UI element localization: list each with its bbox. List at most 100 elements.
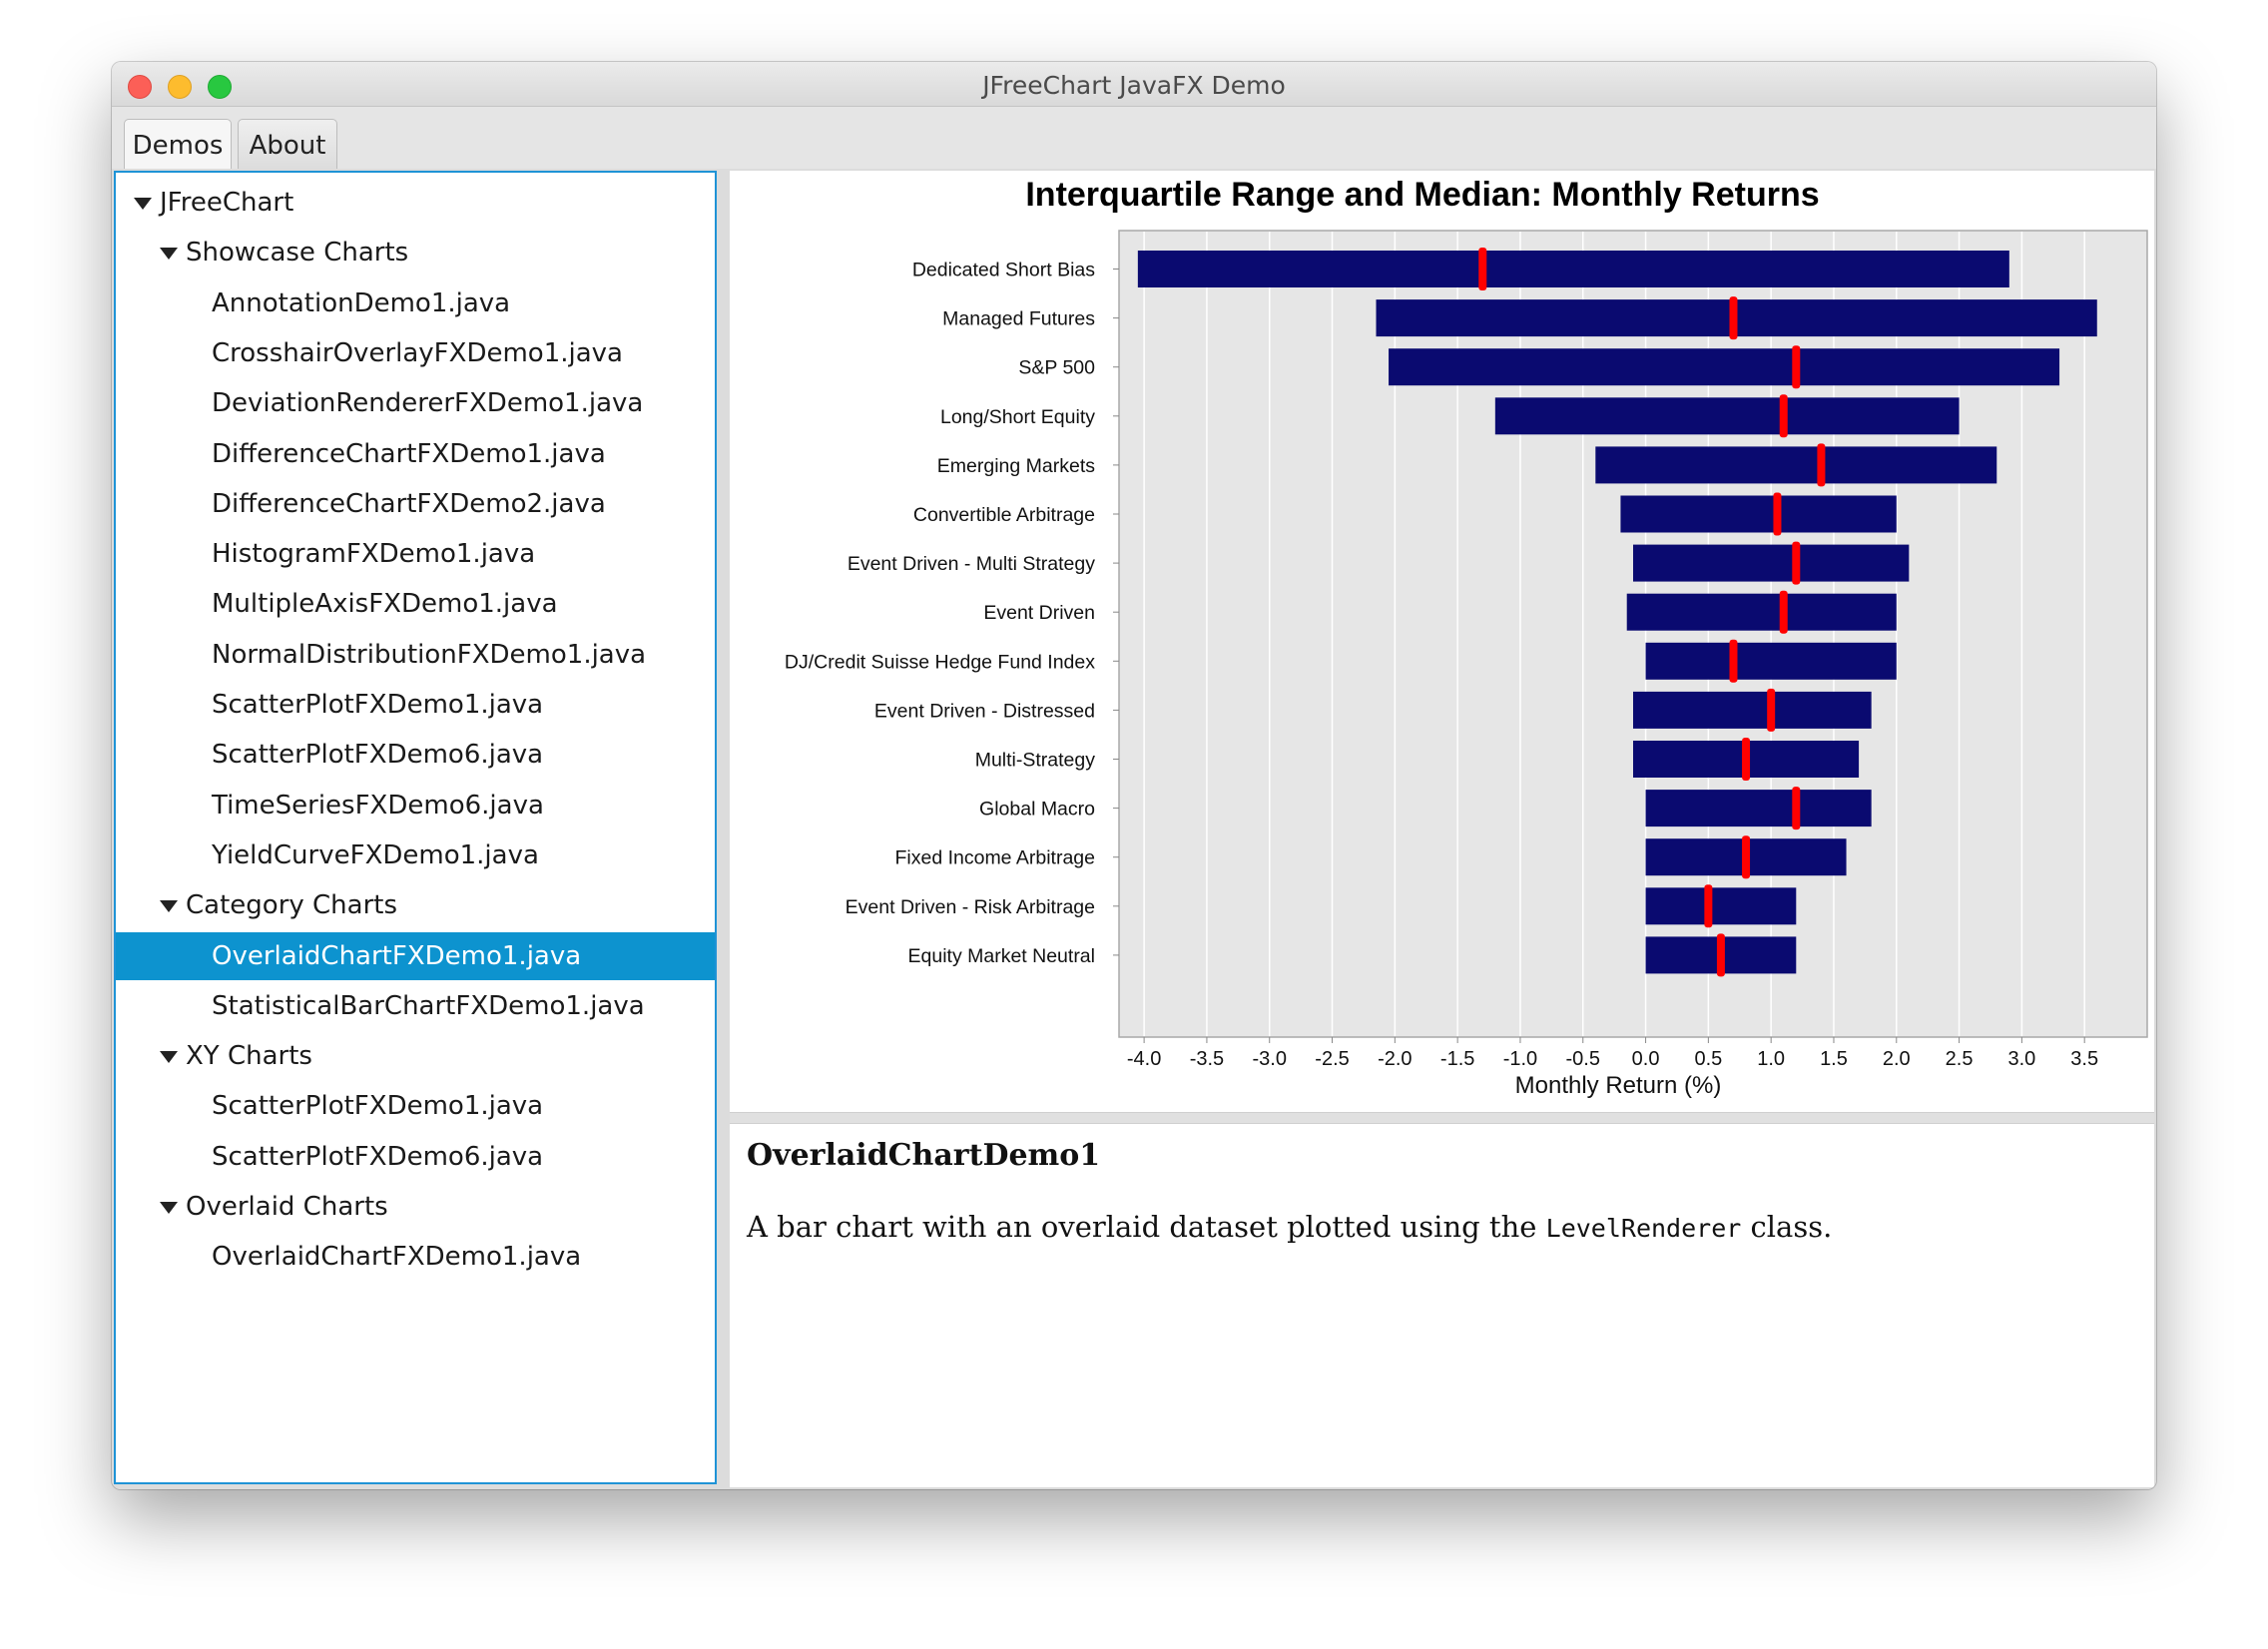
category-axis: Dedicated Short Bias Managed Futures S&P 5… bbox=[785, 260, 1119, 967]
expand-arrow-icon[interactable] bbox=[160, 1051, 178, 1064]
minimize-window-button[interactable] bbox=[168, 75, 192, 99]
range-bar bbox=[1633, 691, 1872, 729]
tree-item-2[interactable]: AnnotationDemo1.java bbox=[116, 279, 715, 327]
x-tick-label: -1.5 bbox=[1440, 1048, 1474, 1070]
x-tick-label: 2.0 bbox=[1883, 1048, 1911, 1070]
tree-item-13[interactable]: YieldCurveFXDemo1.java bbox=[116, 831, 715, 879]
description-text: A bar chart with an overlaid dataset plo… bbox=[747, 1210, 1832, 1244]
x-tick-label: -3.0 bbox=[1252, 1048, 1286, 1070]
category-label: DJ/Credit Suisse Hedge Fund Index bbox=[785, 651, 1095, 673]
category-label: Event Driven - Multi Strategy bbox=[848, 553, 1095, 575]
tree-item-9[interactable]: NormalDistributionFXDemo1.java bbox=[116, 631, 715, 679]
x-tick-label: 1.5 bbox=[1820, 1048, 1848, 1070]
tree-item-18[interactable]: ScatterPlotFXDemo1.java bbox=[116, 1082, 715, 1130]
description-text-before: A bar chart with an overlaid dataset plo… bbox=[747, 1210, 1546, 1244]
x-tick-label: 0.5 bbox=[1694, 1048, 1722, 1070]
interquartile-chart: Interquartile Range and Median: Monthly … bbox=[785, 176, 2148, 1099]
tree-item-label: ScatterPlotFXDemo6.java bbox=[212, 1141, 544, 1172]
tree-item-21[interactable]: OverlaidChartFXDemo1.java bbox=[116, 1233, 715, 1281]
expand-arrow-icon[interactable] bbox=[160, 1202, 178, 1214]
tree-item-15[interactable]: OverlaidChartFXDemo1.java bbox=[116, 931, 715, 980]
demo-tree[interactable]: JFreeChart Showcase Charts AnnotationDemo1… bbox=[114, 171, 717, 1484]
x-tick-label: 3.0 bbox=[2007, 1048, 2035, 1070]
median-marker bbox=[1478, 248, 1487, 290]
tree-item-10[interactable]: ScatterPlotFXDemo1.java bbox=[116, 681, 715, 729]
category-label: Fixed Income Arbitrage bbox=[894, 847, 1095, 869]
tree-item-label: AnnotationDemo1.java bbox=[212, 287, 511, 318]
tree-item-label: HistogramFXDemo1.java bbox=[212, 539, 536, 570]
range-bar bbox=[1137, 251, 2009, 287]
tree-item-label: DeviationRendererFXDemo1.java bbox=[212, 388, 644, 419]
x-tick-label: -0.5 bbox=[1566, 1048, 1600, 1070]
median-marker bbox=[1779, 590, 1788, 634]
split-divider-vertical[interactable] bbox=[718, 169, 730, 1489]
tree-item-label: MultipleAxisFXDemo1.java bbox=[212, 589, 558, 620]
expand-arrow-icon[interactable] bbox=[134, 198, 152, 210]
median-marker bbox=[1792, 787, 1801, 830]
zoom-window-button[interactable] bbox=[208, 75, 232, 99]
category-label: Managed Futures bbox=[942, 308, 1095, 330]
median-marker bbox=[1729, 296, 1738, 340]
median-marker bbox=[1729, 639, 1738, 683]
category-label: Event Driven - Risk Arbitrage bbox=[846, 896, 1095, 918]
tree-item-label: ScatterPlotFXDemo1.java bbox=[212, 1091, 544, 1122]
split-divider-horizontal[interactable] bbox=[730, 1112, 2154, 1124]
tree-item-19[interactable]: ScatterPlotFXDemo6.java bbox=[116, 1133, 715, 1181]
close-window-button[interactable] bbox=[128, 75, 152, 99]
tree-item-label: YieldCurveFXDemo1.java bbox=[212, 839, 539, 870]
tree-group-20[interactable]: Overlaid Charts bbox=[116, 1183, 715, 1231]
median-series bbox=[1478, 248, 1826, 977]
category-label: S&P 500 bbox=[1018, 357, 1095, 379]
tree-item-label: XY Charts bbox=[186, 1041, 312, 1072]
tab-demos[interactable]: Demos bbox=[124, 119, 232, 170]
x-tick-label: -1.0 bbox=[1503, 1048, 1537, 1070]
tree-group-17[interactable]: XY Charts bbox=[116, 1032, 715, 1080]
tree-item-11[interactable]: ScatterPlotFXDemo6.java bbox=[116, 731, 715, 779]
x-tick-label: 3.5 bbox=[2070, 1048, 2098, 1070]
tree-item-label: Showcase Charts bbox=[186, 238, 409, 269]
tree-item-5[interactable]: DifferenceChartFXDemo1.java bbox=[116, 430, 715, 478]
category-label: Equity Market Neutral bbox=[908, 945, 1096, 967]
median-marker bbox=[1704, 884, 1713, 928]
app-window: JFreeChart JavaFX Demo Demos About JFree… bbox=[112, 62, 2156, 1489]
x-axis-label: Monthly Return (%) bbox=[1515, 1072, 1722, 1099]
tree-item-label: StatisticalBarChartFXDemo1.java bbox=[212, 990, 645, 1021]
range-bar bbox=[1494, 397, 1960, 435]
category-label: Long/Short Equity bbox=[940, 406, 1095, 428]
tab-bar: Demos About bbox=[112, 107, 2156, 170]
median-marker bbox=[1779, 394, 1788, 438]
x-tick-label: -3.5 bbox=[1190, 1048, 1224, 1070]
tree-item-label: DifferenceChartFXDemo1.java bbox=[212, 438, 606, 469]
content-area: JFreeChart Showcase Charts AnnotationDemo1… bbox=[112, 169, 2156, 1489]
range-bar bbox=[1645, 887, 1797, 925]
title-bar[interactable]: JFreeChart JavaFX Demo bbox=[112, 62, 2156, 107]
tree-group-0[interactable]: JFreeChart bbox=[116, 179, 715, 227]
tree-item-label: ScatterPlotFXDemo1.java bbox=[212, 690, 544, 720]
tree-item-12[interactable]: TimeSeriesFXDemo6.java bbox=[116, 782, 715, 829]
range-bar bbox=[1620, 495, 1897, 533]
tab-about[interactable]: About bbox=[238, 119, 337, 170]
tree-item-16[interactable]: StatisticalBarChartFXDemo1.java bbox=[116, 982, 715, 1030]
tree-group-1[interactable]: Showcase Charts bbox=[116, 229, 715, 276]
description-pane: OverlaidChartDemo1 A bar chart with an o… bbox=[730, 1124, 2154, 1487]
tree-item-label: Category Charts bbox=[186, 890, 398, 921]
x-tick-label: 2.5 bbox=[1946, 1048, 1974, 1070]
tree-item-8[interactable]: MultipleAxisFXDemo1.java bbox=[116, 580, 715, 628]
median-marker bbox=[1742, 835, 1751, 879]
tree-item-6[interactable]: DifferenceChartFXDemo2.java bbox=[116, 480, 715, 528]
tree-group-14[interactable]: Category Charts bbox=[116, 881, 715, 929]
median-marker bbox=[1792, 541, 1801, 585]
range-bar bbox=[1645, 790, 1872, 827]
median-marker bbox=[1742, 738, 1751, 781]
category-label: Global Macro bbox=[979, 799, 1095, 821]
tree-item-7[interactable]: HistogramFXDemo1.java bbox=[116, 530, 715, 578]
median-marker bbox=[1792, 345, 1801, 389]
expand-arrow-icon[interactable] bbox=[160, 900, 178, 913]
tree-item-3[interactable]: CrosshairOverlayFXDemo1.java bbox=[116, 329, 715, 377]
chart-title: Interquartile Range and Median: Monthly … bbox=[1025, 176, 1819, 214]
description-title: OverlaidChartDemo1 bbox=[747, 1138, 1101, 1173]
tree-item-label: ScatterPlotFXDemo6.java bbox=[212, 740, 544, 771]
median-marker bbox=[1716, 933, 1725, 977]
expand-arrow-icon[interactable] bbox=[160, 248, 178, 261]
tree-item-4[interactable]: DeviationRendererFXDemo1.java bbox=[116, 379, 715, 427]
